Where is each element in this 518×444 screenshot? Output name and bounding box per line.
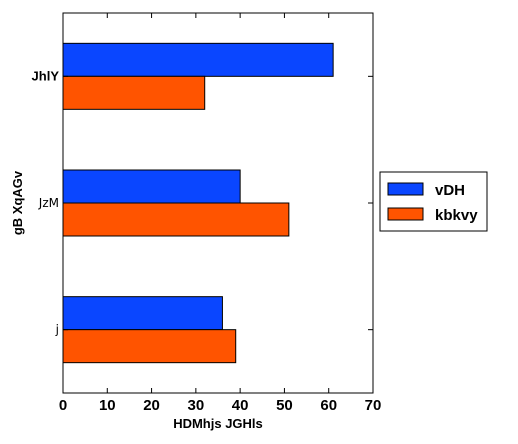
y-axis-label: gB XqAGv [10, 170, 25, 235]
bar-kbkvy-jzm [62, 202, 290, 237]
x-tick-label: 60 [320, 397, 337, 414]
x-axis-label: HDMhjs JGHls [173, 416, 263, 431]
y-tick-label: JzM [38, 196, 59, 210]
bar-vdh-j [62, 296, 223, 331]
x-tick-label: 20 [143, 397, 160, 414]
legend-swatch-vdh [387, 182, 424, 196]
x-tick-label: 0 [59, 397, 67, 414]
legend-label-vdh: vDH [435, 182, 465, 199]
legend: vDH kbkvy [379, 171, 488, 232]
bars-group [62, 42, 334, 364]
x-ticks: 0 10 20 30 40 50 60 70 [59, 13, 382, 414]
y-tick-label: j [55, 323, 59, 337]
y-ticks: j JzM JhlY [32, 68, 373, 337]
bar-vdh-jzm [62, 169, 241, 204]
x-tick-label: 10 [99, 397, 116, 414]
x-tick-label: 30 [188, 397, 205, 414]
legend-frame [379, 171, 488, 232]
x-tick-label: 40 [232, 397, 249, 414]
y-tick-label: JhlY [32, 68, 60, 83]
bar-kbkvy-jhly [62, 75, 206, 110]
x-tick-label: 50 [276, 397, 293, 414]
x-tick-label: 70 [365, 397, 382, 414]
legend-label-kbkvy: kbkvy [435, 207, 478, 224]
bar-kbkvy-j [62, 329, 237, 364]
legend-swatch-kbkvy [387, 207, 424, 221]
bar-vdh-jhly [62, 42, 334, 77]
